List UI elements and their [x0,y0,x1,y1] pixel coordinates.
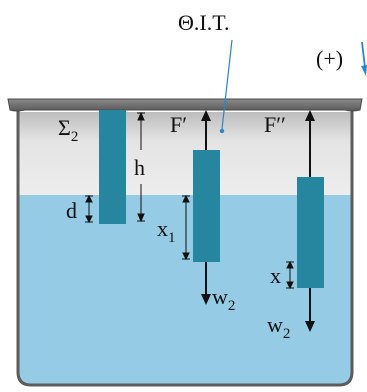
body-sigma2-block [99,110,126,224]
weight-label-1: w2 [212,284,235,314]
height-label: h [134,155,145,180]
height-dimension [137,111,145,223]
equilibrium-point-dot [219,128,225,134]
body-sigma2-label: Σ2 [58,115,78,145]
weight-arrow-1 [201,262,211,305]
beaker-wall [16,108,354,387]
displacement-label-1: x1 [157,216,176,246]
positive-direction-label: (+) [316,46,343,71]
buoyancy-force-label-1: F′ [170,112,187,137]
water-region [18,195,352,384]
equilibrium-pointer [221,39,233,130]
weight-label-2: w2 [267,312,290,342]
weight-arrow-2 [305,288,315,332]
body-equilibrium-block [193,150,220,262]
buoyancy-force-arrow-1 [201,110,211,150]
buoyancy-force-arrow-2 [305,110,315,177]
beaker-rim [7,98,363,112]
displacement-dimension-2 [286,260,294,290]
positive-direction-arrow [361,41,367,76]
submerged-depth-label: d [66,198,77,223]
displacement-label-2: x [270,263,281,288]
buoyancy-force-label-2: F′′ [264,112,286,137]
submerged-depth-dimension [85,194,93,224]
displacement-dimension-1 [182,194,190,261]
equilibrium-label: Θ.Ι.Τ. [178,10,230,35]
body-displaced-block [297,177,324,288]
